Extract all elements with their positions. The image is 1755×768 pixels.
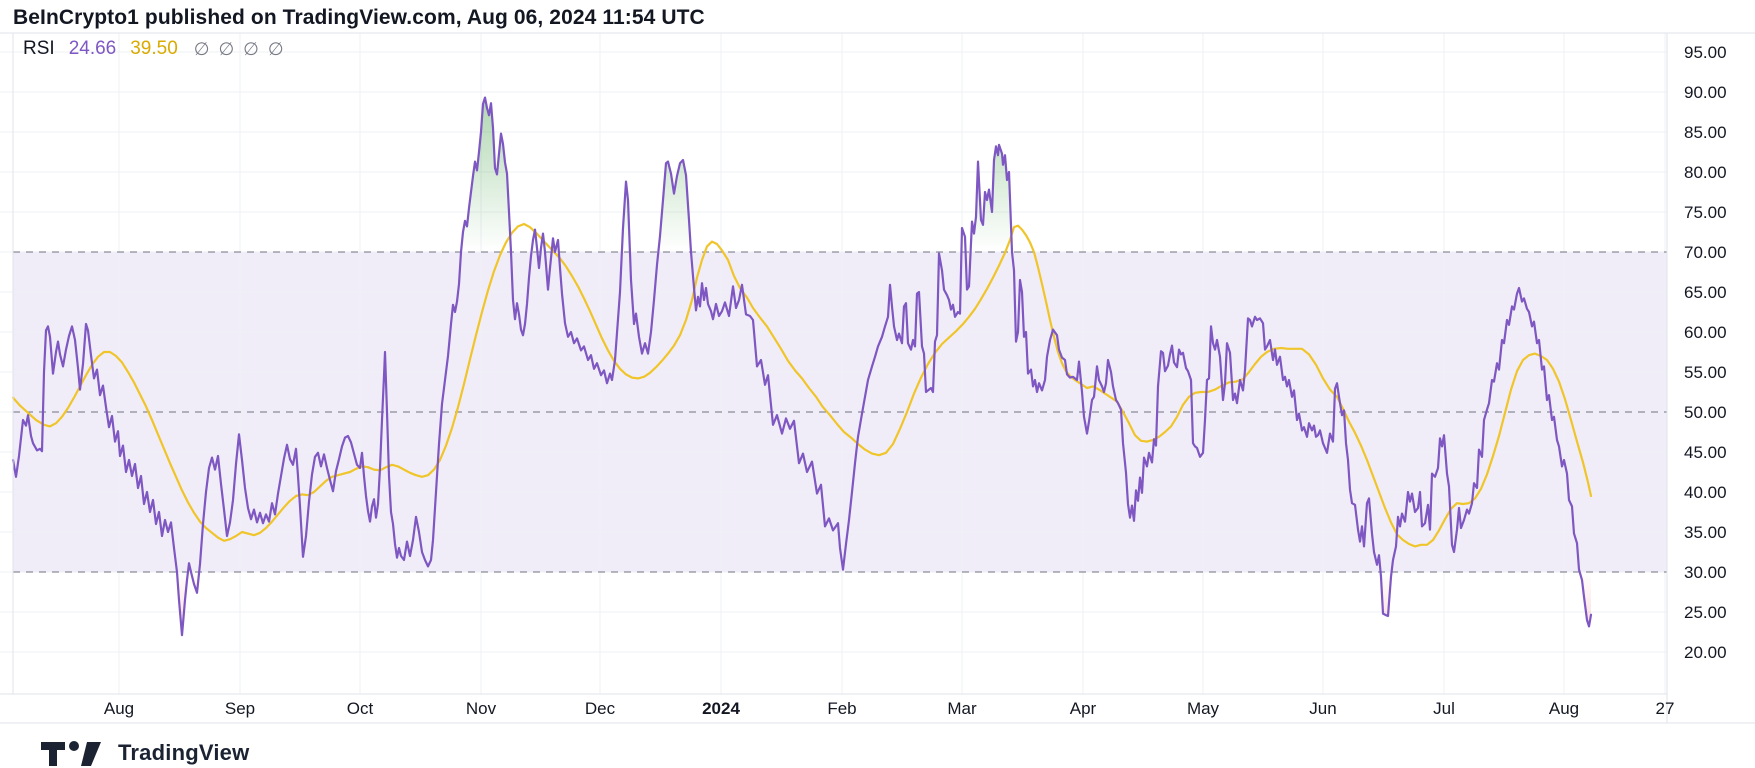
time-axis-label: Dec: [585, 699, 616, 718]
rsi-value: 24.66: [68, 38, 117, 59]
price-axis-label: 85.00: [1684, 123, 1727, 142]
indicator-legend: RSI 24.66 39.50 ∅ ∅ ∅ ∅: [23, 38, 284, 60]
publish-header: BeInCrypto1 published on TradingView.com…: [13, 6, 705, 30]
publish-header-text: BeInCrypto1 published on TradingView.com…: [13, 6, 705, 29]
price-axis-label: 80.00: [1684, 163, 1727, 182]
tradingview-logo[interactable]: TradingView: [40, 738, 249, 768]
time-axis[interactable]: Aug Sep Oct Nov Dec 2024 Feb Mar Apr May Jun Jul Aug…: [104, 699, 1675, 718]
ma-value: 39.50: [130, 38, 178, 59]
price-axis-label: 90.00: [1684, 83, 1727, 102]
indicator-title: RSI: [23, 38, 55, 59]
time-axis-label: 2024: [702, 699, 740, 718]
time-axis-label: Aug: [1549, 699, 1579, 718]
time-axis-label: Nov: [466, 699, 497, 718]
price-axis-label: 40.00: [1684, 483, 1727, 502]
price-axis[interactable]: 95.00 90.00 85.00 80.00 75.00 70.00 65.00 60.00…: [1684, 43, 1727, 662]
rsi-line: [11, 96, 1593, 637]
price-axis-label: 35.00: [1684, 523, 1727, 542]
legend-toggle-icon[interactable]: ∅: [193, 38, 210, 59]
time-axis-label: Jul: [1433, 699, 1455, 718]
legend-toggle-icon[interactable]: ∅: [267, 38, 284, 59]
price-axis-label: 20.00: [1684, 643, 1727, 662]
legend-toggle-group: ∅ ∅ ∅ ∅: [194, 39, 284, 60]
tradingview-logo-text: TradingView: [118, 740, 250, 765]
tradingview-logo-icon: [41, 741, 101, 766]
price-axis-label: 55.00: [1684, 363, 1727, 382]
time-axis-label: Sep: [225, 699, 255, 718]
price-axis-label: 65.00: [1684, 283, 1727, 302]
price-axis-label: 75.00: [1684, 203, 1727, 222]
price-axis-label: 30.00: [1684, 563, 1727, 582]
price-axis-label: 95.00: [1684, 43, 1727, 62]
time-axis-label: 27: [1656, 699, 1675, 718]
time-axis-label: Feb: [827, 699, 856, 718]
vertical-gridlines: [118, 33, 1666, 694]
price-axis-label: 50.00: [1684, 403, 1727, 422]
time-axis-label: May: [1187, 699, 1220, 718]
time-axis-label: Aug: [104, 699, 134, 718]
time-axis-label: Apr: [1070, 699, 1097, 718]
price-axis-label: 70.00: [1684, 243, 1727, 262]
ma-line: [11, 222, 1593, 548]
price-axis-label: 60.00: [1684, 323, 1727, 342]
price-axis-label: 25.00: [1684, 603, 1727, 622]
price-axis-label: 45.00: [1684, 443, 1727, 462]
legend-toggle-icon[interactable]: ∅: [243, 38, 259, 59]
time-axis-label: Jun: [1309, 699, 1336, 718]
time-axis-label: Oct: [347, 699, 374, 718]
time-axis-label: Mar: [947, 699, 977, 718]
legend-toggle-icon[interactable]: ∅: [218, 38, 235, 59]
